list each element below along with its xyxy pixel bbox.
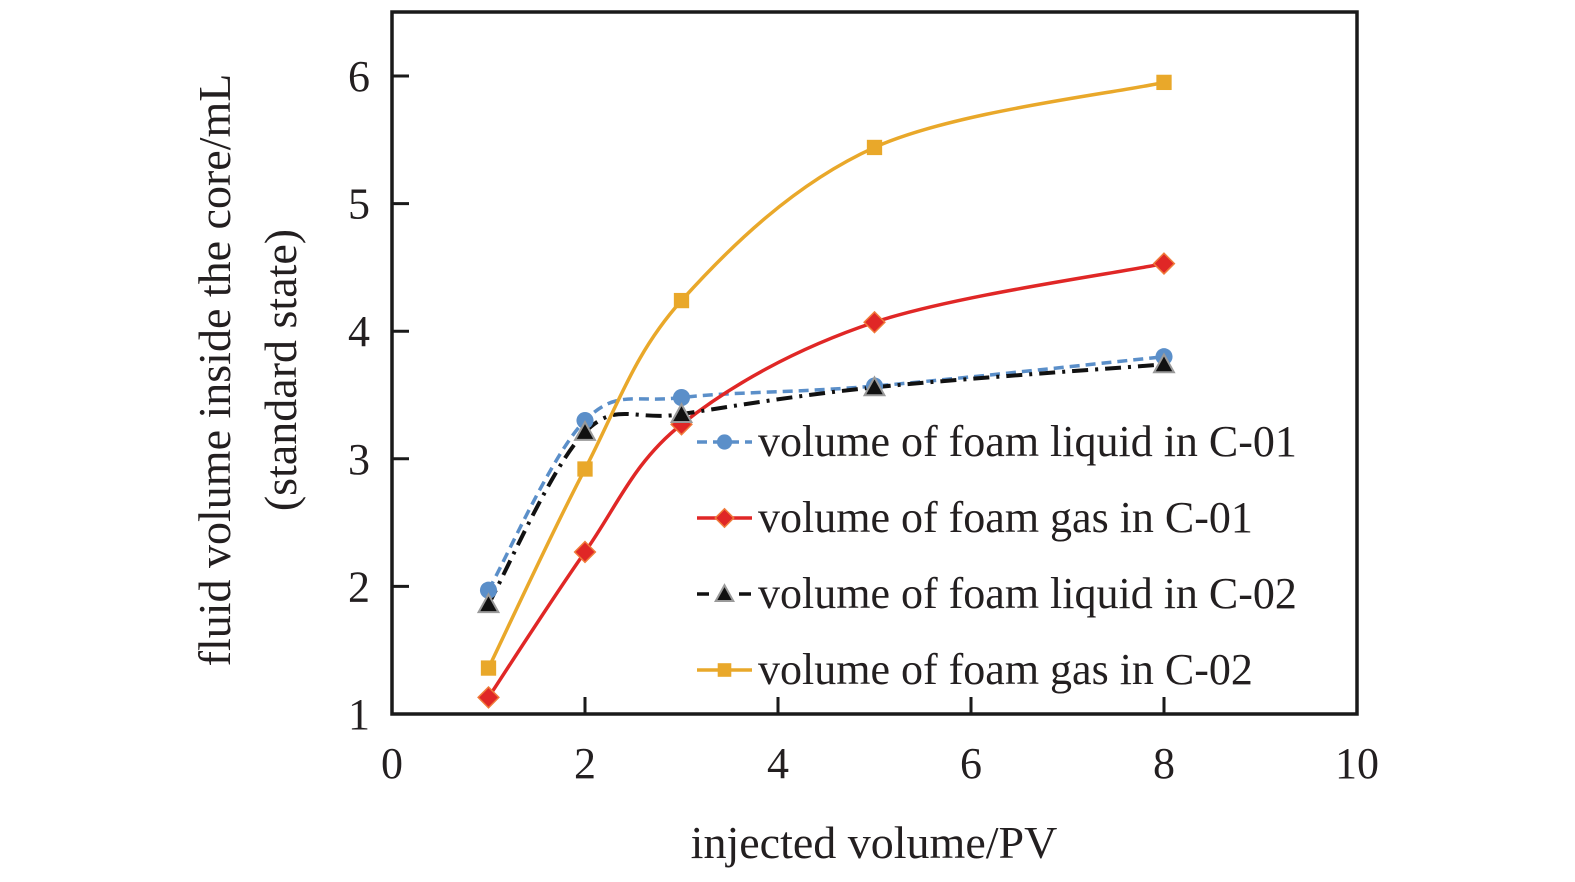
data-point [1152,252,1176,275]
data-point [1152,352,1176,374]
data-point [476,592,501,614]
x-tick-label: 0 [381,739,403,788]
data-point [863,310,886,334]
legend-label: volume of foam liquid in C-02 [758,569,1297,618]
x-tick-label: 8 [1153,739,1175,788]
series-line-1 [486,354,1165,592]
legend-item: volume of foam liquid in C-02 [697,569,1297,618]
data-point [866,139,883,156]
data-point [577,461,593,477]
legend-marker [714,507,735,529]
data-point [479,581,498,599]
y-axis-title-line1: fluid volume inside the core/mL [189,74,240,667]
data-point [669,402,694,424]
legend: volume of foam liquid in C-01 volume of f… [697,417,1297,694]
data-point [573,540,597,564]
legend-item: volume of foam gas in C-02 [697,645,1253,694]
data-point [573,420,597,441]
legend-label: volume of foam gas in C-02 [758,645,1253,694]
series-line-3 [486,362,1165,606]
legend-marker [716,434,733,450]
series-layer [486,80,1165,699]
legend-label: volume of foam gas in C-01 [758,493,1253,542]
series-line-2 [487,261,1165,699]
data-point [1156,74,1172,91]
legend-label: volume of foam liquid in C-01 [758,417,1297,466]
data-point [672,389,691,407]
y-tick-label: 6 [348,52,370,101]
y-tick-label: 3 [348,435,370,484]
x-tick-label: 6 [960,739,982,788]
y-tick-label: 1 [348,690,370,739]
data-point [862,375,887,397]
y-tick-label: 2 [348,562,370,611]
y-axis-title-line2: (standard state) [255,229,306,511]
legend-item: volume of foam gas in C-01 [697,493,1253,542]
plot-frame [390,10,1359,716]
x-tick-label: 4 [767,739,789,788]
x-tick-label: 2 [574,739,596,788]
x-axis-title: injected volume/PV [691,817,1058,868]
legend-marker [717,663,732,677]
data-point [673,292,690,309]
markers-layer [476,74,1176,709]
y-tick-label: 5 [348,180,370,229]
data-point [480,660,497,676]
legend-marker [714,583,735,603]
legend-item: volume of foam liquid in C-01 [697,417,1297,466]
y-tick-label: 4 [348,307,370,356]
series-line-4 [486,80,1165,669]
data-point [477,686,500,709]
x-tick-label: 10 [1335,739,1379,788]
